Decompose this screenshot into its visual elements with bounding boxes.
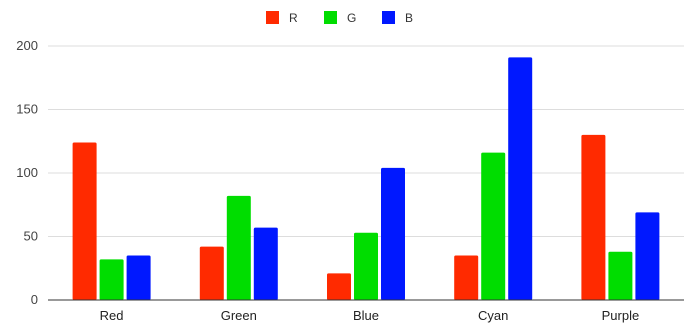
y-axis: 0 50 100 150 200 xyxy=(16,38,38,307)
bar-r-red xyxy=(72,142,97,300)
bar-b-purple xyxy=(635,212,660,300)
x-tick-label: Cyan xyxy=(478,308,508,323)
legend-label-g: G xyxy=(347,11,356,25)
y-tick-label: 50 xyxy=(24,229,38,244)
bar-r-blue xyxy=(327,273,351,300)
x-tick-label: Purple xyxy=(602,308,640,323)
bar-b-red xyxy=(126,255,151,300)
legend-label-b: B xyxy=(405,11,413,25)
x-axis: Red Green Blue Cyan Purple xyxy=(48,299,684,323)
bar-g-green xyxy=(226,195,251,300)
y-tick-label: 150 xyxy=(16,102,38,117)
x-tick-label: Blue xyxy=(353,308,379,323)
bar-r-green xyxy=(199,246,224,300)
bar-g-purple xyxy=(608,251,633,300)
legend-label-r: R xyxy=(289,11,298,25)
y-tick-label: 200 xyxy=(16,38,38,53)
legend-swatch-g xyxy=(324,11,337,24)
y-tick-label: 100 xyxy=(16,165,38,180)
y-tick-label: 0 xyxy=(31,292,38,307)
x-tick-label: Red xyxy=(100,308,124,323)
bar-g-cyan xyxy=(481,152,506,300)
bars xyxy=(72,57,660,301)
x-tick-label: Green xyxy=(221,308,257,323)
bar-r-purple xyxy=(581,134,606,300)
legend-swatch-b xyxy=(382,11,395,24)
bar-b-blue xyxy=(381,167,405,300)
bar-b-cyan xyxy=(508,57,533,301)
bar-g-blue xyxy=(354,232,378,300)
legend-swatch-r xyxy=(266,11,279,24)
bar-r-cyan xyxy=(454,255,479,300)
bar-g-red xyxy=(99,259,124,300)
bar-b-green xyxy=(253,227,278,300)
